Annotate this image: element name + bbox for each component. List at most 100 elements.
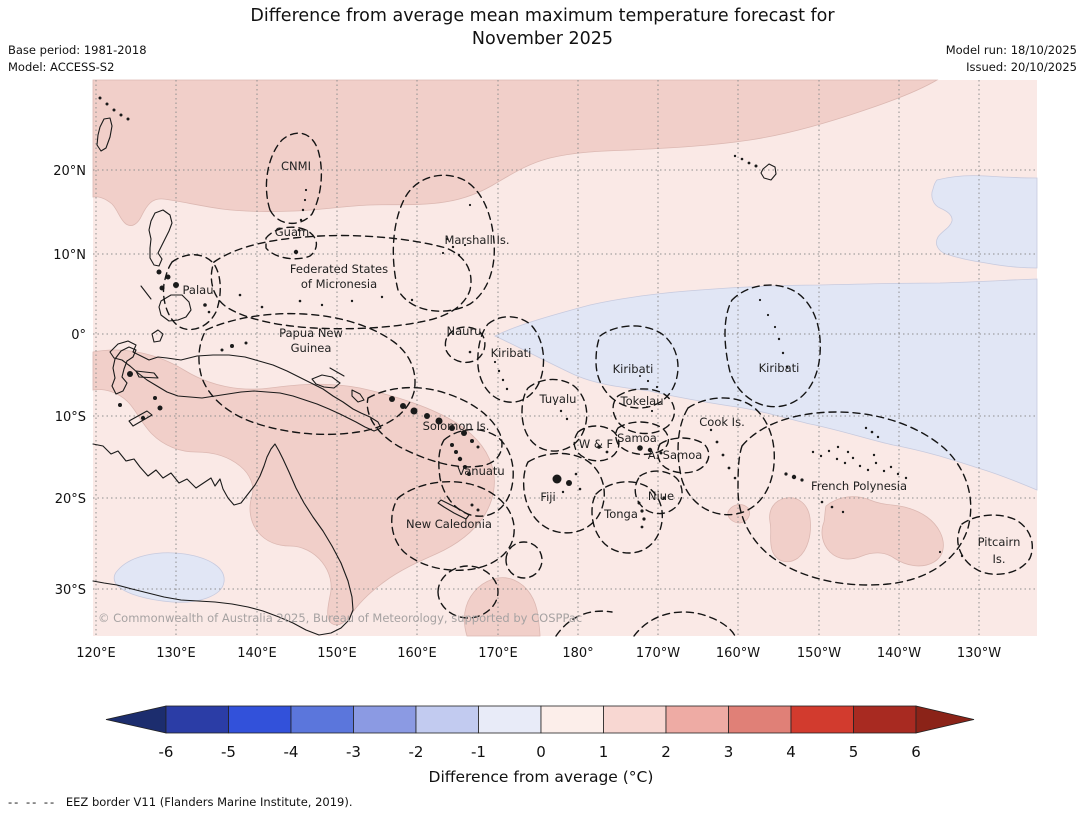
colorbar-axis-label: Difference from average (°C) <box>429 768 654 786</box>
palawan-coastline <box>140 285 152 300</box>
eez-american-samoa <box>657 437 710 474</box>
label-cook-is: Cook Is. <box>699 415 744 429</box>
warm-patch-frpoly-large <box>821 496 944 567</box>
luzon-coastline <box>148 209 173 267</box>
australia-coastline <box>92 443 354 636</box>
lat-tick-label: 30°S <box>55 583 86 598</box>
colorbar-tick-label: -3 <box>346 743 361 761</box>
map-coastlines <box>92 96 964 636</box>
label-tonga: Tonga <box>603 507 638 521</box>
eez-png <box>198 312 416 436</box>
cool-patch-equatorial <box>494 278 1038 491</box>
lon-axis: 120°E 130°E 140°E 150°E 160°E 170°E 180°… <box>76 646 1001 661</box>
timor-coastline <box>128 410 153 427</box>
meta-left: Base period: 1981-2018 Model: ACCESS-S2 <box>8 42 147 75</box>
lat-tick-label: 20°N <box>53 164 86 179</box>
eez-french-polynesia <box>737 411 972 586</box>
eez-nz-kermadec <box>633 611 736 637</box>
colorbar-segment <box>853 705 917 734</box>
lat-tick-label: 10°N <box>53 248 86 263</box>
new-ireland-coastline <box>329 367 345 377</box>
eez-palau <box>162 254 221 331</box>
label-png-line2: Guinea <box>291 341 332 355</box>
colorbar-tick-label: -2 <box>409 743 424 761</box>
sulawesi-coastline <box>111 346 137 395</box>
label-solomon-is: Solomon Is. <box>423 419 490 433</box>
eez-borders <box>162 132 1034 637</box>
colorbar <box>105 705 975 734</box>
eez-legend-note: -- -- -- EEZ border V11 (Flanders Marine… <box>8 795 353 809</box>
eez-tuvalu <box>521 378 588 452</box>
label-french-polynesia: French Polynesia <box>811 479 907 493</box>
label-png-line1: Papua New <box>279 326 343 340</box>
lon-tick-label: 140°W <box>877 646 921 661</box>
colorbar-segment <box>665 705 729 734</box>
title-line-2: November 2025 <box>471 29 614 49</box>
label-tuvalu: Tuvalu <box>539 392 577 406</box>
hawaii-big-island-coastline <box>760 163 777 181</box>
warm-patch-north-band <box>92 79 939 226</box>
label-vanuatu: Vanuatu <box>457 464 504 478</box>
colorbar-tick-label: 3 <box>724 743 734 761</box>
label-kiribati-central: Kiribati <box>613 362 654 376</box>
colorbar-arrow-left <box>105 705 167 734</box>
page-title: Difference from average mean maximum tem… <box>0 5 1085 51</box>
eez-nz-north <box>555 610 613 637</box>
eez-niue <box>634 470 683 515</box>
issued-date: Issued: 20/10/2025 <box>966 59 1077 74</box>
label-nauru: Nauru <box>447 324 482 338</box>
eez-marshall <box>392 174 495 312</box>
map-svg: CNMI Guam Marshall Is. Federated States … <box>53 79 1038 661</box>
new-britain-coastline <box>311 374 341 389</box>
eez-cook-islands <box>677 397 775 516</box>
warm-patch-tasman <box>463 577 541 637</box>
colorbar-segment <box>415 705 479 734</box>
colorbar-tick-label: -6 <box>159 743 174 761</box>
colorbar-ticks: -6 -5 -4 -3 -2 -1 0 1 2 3 4 5 6 <box>159 743 921 761</box>
label-fiji: Fiji <box>540 490 555 504</box>
colorbar-tick-label: 5 <box>849 743 859 761</box>
colorbar-segment <box>478 705 542 734</box>
cool-patch-south-australia <box>113 552 225 603</box>
label-new-caledonia: New Caledonia <box>406 517 492 531</box>
colorbar-tick-label: 1 <box>599 743 609 761</box>
colorbar-segment <box>228 705 292 734</box>
taiwan-coastline <box>96 117 113 152</box>
lon-tick-label: 170°E <box>478 646 518 661</box>
colorbar-segment <box>165 705 229 734</box>
lon-tick-label: 120°E <box>76 646 116 661</box>
colorbar-segment <box>603 705 667 734</box>
label-guam: Guam <box>275 225 309 239</box>
mindanao-coastline <box>158 294 192 322</box>
eez-solomon <box>366 386 503 468</box>
label-american-samoa: A. Samoa <box>648 448 703 462</box>
lat-tick-label: 10°S <box>55 410 86 425</box>
colorbar-segment <box>728 705 792 734</box>
colorbar-tick-label: -1 <box>471 743 486 761</box>
eez-kiribati-line <box>724 284 821 408</box>
eez-wallis-futuna <box>573 425 620 462</box>
lon-tick-label: 160°E <box>397 646 437 661</box>
colorbar-tick-label: -5 <box>221 743 236 761</box>
model-run: Model run: 18/10/2025 <box>945 43 1077 57</box>
seram-coastline <box>135 370 159 379</box>
label-cnmi: CNMI <box>281 159 311 173</box>
colorbar-segment <box>540 705 604 734</box>
label-pitcairn-line1: Pitcairn <box>978 535 1021 549</box>
lon-tick-label: 160°W <box>716 646 760 661</box>
eez-nauru <box>444 326 486 364</box>
colorbar-arrow-right <box>915 705 975 734</box>
cool-patch-northeast <box>931 175 1038 269</box>
label-tokelau: Tokelau <box>620 394 664 408</box>
eez-pitcairn <box>957 514 1034 576</box>
lon-tick-label: 140°E <box>237 646 277 661</box>
colorbar-tick-label: 0 <box>536 743 546 761</box>
lon-tick-label: 130°W <box>957 646 1001 661</box>
model-name: Model: ACCESS-S2 <box>8 59 115 74</box>
lat-tick-label: 20°S <box>55 492 86 507</box>
eez-kiribati-gilbert <box>477 316 545 403</box>
title-line-1: Difference from average mean maximum tem… <box>250 6 835 26</box>
label-fsm-line2: of Micronesia <box>301 277 377 291</box>
map-warm-patches <box>92 79 944 637</box>
